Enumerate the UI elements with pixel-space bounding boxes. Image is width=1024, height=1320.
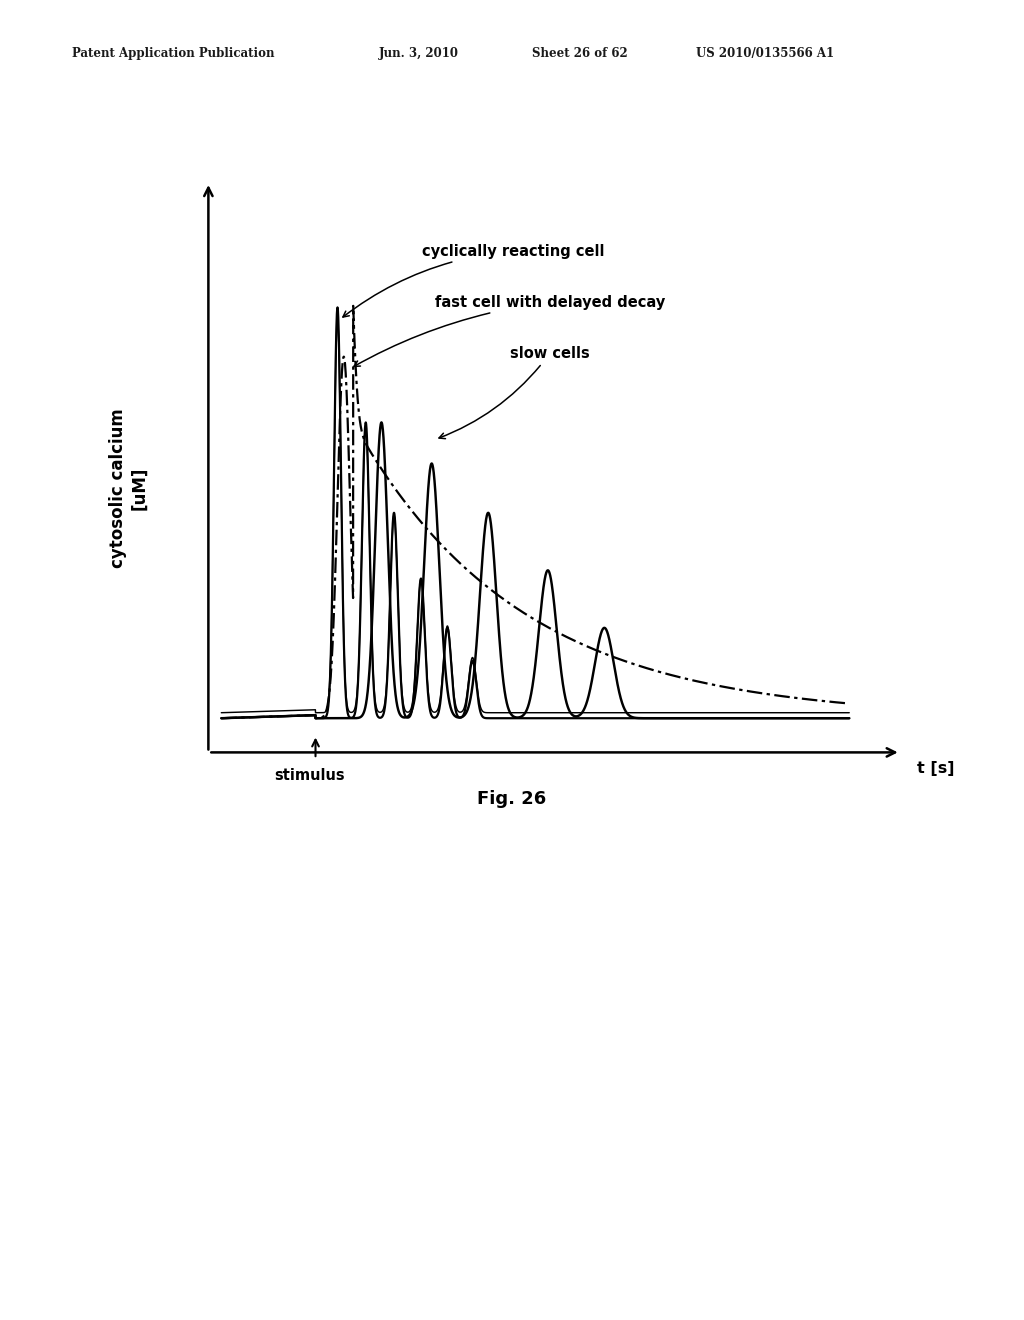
Text: Fig. 26: Fig. 26 xyxy=(477,789,547,808)
Text: US 2010/0135566 A1: US 2010/0135566 A1 xyxy=(696,46,835,59)
Text: t [s]: t [s] xyxy=(918,760,954,776)
Text: slow cells: slow cells xyxy=(439,346,590,438)
Text: cyclically reacting cell: cyclically reacting cell xyxy=(343,243,605,317)
Text: fast cell with delayed decay: fast cell with delayed decay xyxy=(354,294,665,367)
Text: stimulus: stimulus xyxy=(273,768,344,783)
Text: Sheet 26 of 62: Sheet 26 of 62 xyxy=(532,46,629,59)
Text: cytosolic calcium
[uM]: cytosolic calcium [uM] xyxy=(110,408,147,569)
Text: Patent Application Publication: Patent Application Publication xyxy=(72,46,274,59)
Text: Jun. 3, 2010: Jun. 3, 2010 xyxy=(379,46,459,59)
